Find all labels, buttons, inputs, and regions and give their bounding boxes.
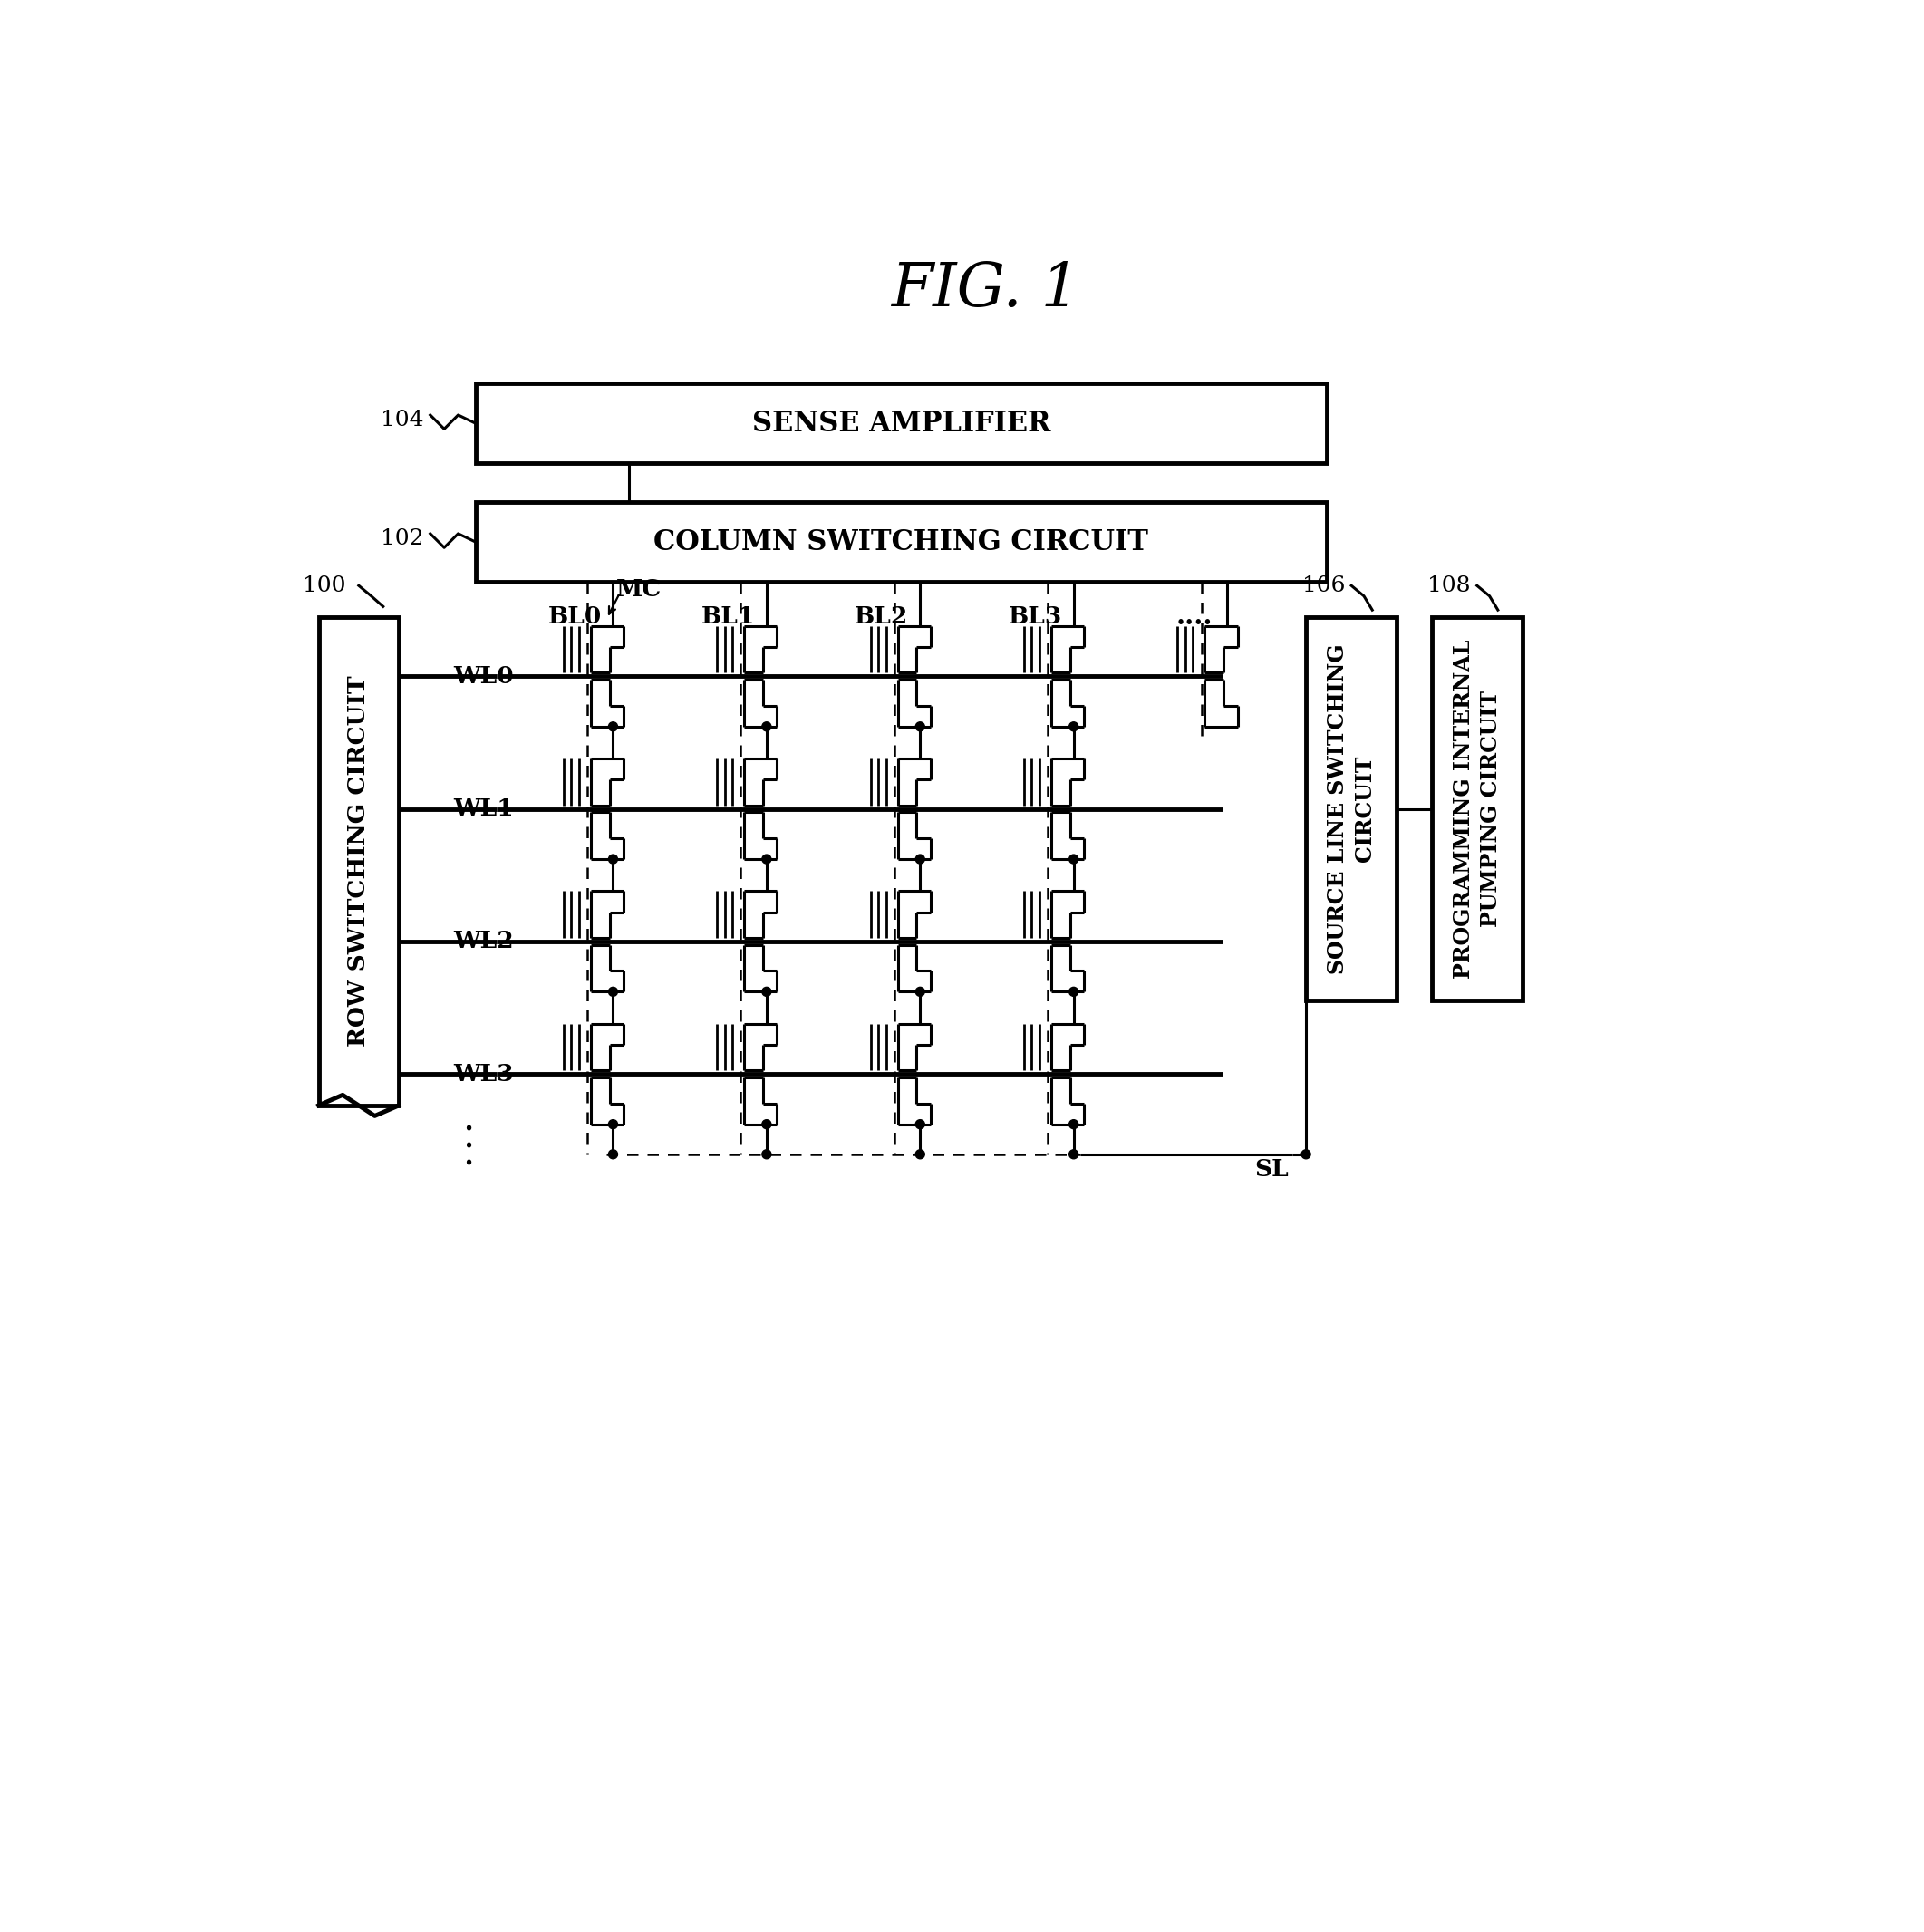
Circle shape xyxy=(608,987,618,997)
Circle shape xyxy=(762,723,772,730)
Bar xyxy=(475,502,1328,582)
Circle shape xyxy=(608,1121,618,1128)
Circle shape xyxy=(916,723,925,730)
Circle shape xyxy=(916,854,925,864)
Bar xyxy=(1431,616,1522,1001)
Text: WL0: WL0 xyxy=(454,665,514,688)
Text: COLUMN SWITCHING CIRCUIT: COLUMN SWITCHING CIRCUIT xyxy=(654,527,1149,556)
Text: BL0: BL0 xyxy=(548,605,602,628)
Circle shape xyxy=(608,723,618,730)
Circle shape xyxy=(916,1150,925,1159)
Circle shape xyxy=(916,987,925,997)
Text: WL1: WL1 xyxy=(454,798,514,821)
Text: .: . xyxy=(462,1101,475,1138)
Text: 100: 100 xyxy=(302,576,344,597)
Circle shape xyxy=(1070,1150,1077,1159)
Circle shape xyxy=(1070,854,1077,864)
Circle shape xyxy=(1301,1150,1310,1159)
Text: ....: .... xyxy=(1176,605,1212,630)
Circle shape xyxy=(608,1150,618,1159)
Text: BL2: BL2 xyxy=(854,605,908,628)
Circle shape xyxy=(762,1150,772,1159)
Text: 108: 108 xyxy=(1428,576,1470,597)
Text: 104: 104 xyxy=(381,410,423,431)
Text: PROGRAMMING INTERNAL
PUMPING CIRCUIT: PROGRAMMING INTERNAL PUMPING CIRCUIT xyxy=(1453,639,1501,978)
Circle shape xyxy=(1070,723,1077,730)
Circle shape xyxy=(608,854,618,864)
Text: SENSE AMPLIFIER: SENSE AMPLIFIER xyxy=(752,410,1051,437)
Text: SOURCE LINE SWITCHING
CIRCUIT: SOURCE LINE SWITCHING CIRCUIT xyxy=(1328,643,1376,974)
Circle shape xyxy=(1070,1121,1077,1128)
Text: SL: SL xyxy=(1254,1159,1289,1180)
Bar xyxy=(1306,616,1397,1001)
Circle shape xyxy=(762,987,772,997)
Circle shape xyxy=(1070,987,1077,997)
Text: WL2: WL2 xyxy=(454,929,514,952)
Text: WL3: WL3 xyxy=(454,1063,514,1086)
Bar xyxy=(475,383,1328,464)
Text: BL3: BL3 xyxy=(1008,605,1062,628)
Text: .: . xyxy=(462,1119,475,1155)
Text: MC: MC xyxy=(616,578,662,601)
Text: ROW SWITCHING CIRCUIT: ROW SWITCHING CIRCUIT xyxy=(348,676,369,1047)
Circle shape xyxy=(762,854,772,864)
Text: .: . xyxy=(462,1136,475,1173)
Text: 102: 102 xyxy=(381,527,423,549)
Text: 106: 106 xyxy=(1303,576,1345,597)
Circle shape xyxy=(762,1121,772,1128)
Bar xyxy=(319,616,398,1105)
Text: BL1: BL1 xyxy=(702,605,754,628)
Circle shape xyxy=(916,1121,925,1128)
Text: FIG. 1: FIG. 1 xyxy=(891,259,1079,319)
